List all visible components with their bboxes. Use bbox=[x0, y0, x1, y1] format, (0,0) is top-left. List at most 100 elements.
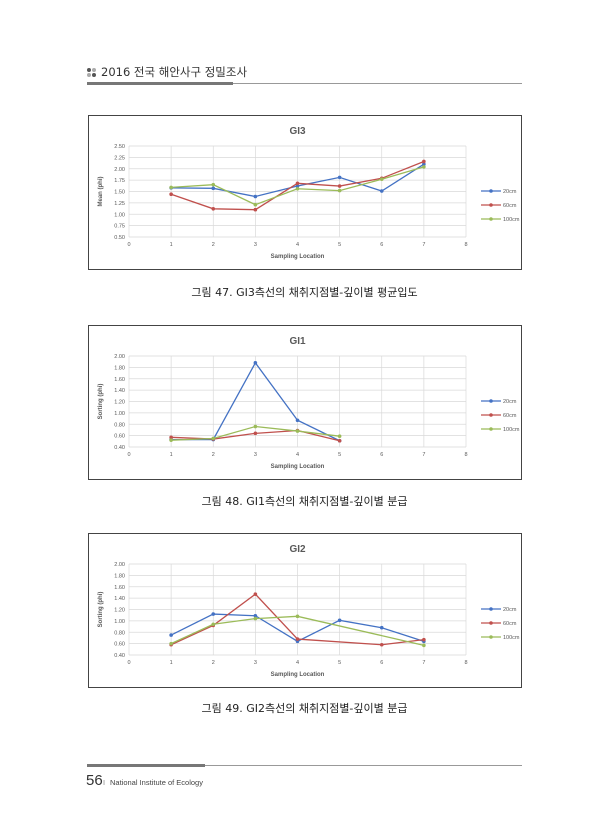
legend-label: 100cm bbox=[503, 217, 520, 223]
data-point-20cm bbox=[379, 189, 384, 193]
y-tick-label: 1.00 bbox=[114, 619, 125, 625]
x-tick-label: 7 bbox=[422, 242, 425, 248]
data-point-60cm bbox=[337, 438, 342, 443]
x-axis-label: Sampling Location bbox=[271, 672, 325, 678]
x-tick-label: 6 bbox=[380, 242, 383, 248]
legend-label: 100cm bbox=[503, 427, 520, 433]
legend-marker-100cm bbox=[489, 217, 493, 221]
y-tick-label: 2.00 bbox=[114, 562, 125, 568]
y-tick-label: 2.00 bbox=[114, 167, 125, 173]
y-tick-label: 0.80 bbox=[114, 422, 125, 428]
figure-caption-48: 그림 48. GI1측선의 채취지점별-깊이별 분급 bbox=[201, 495, 408, 508]
y-axis-label: Mean (phi) bbox=[98, 177, 104, 207]
y-tick-label: 0.50 bbox=[114, 235, 125, 241]
x-tick-label: 1 bbox=[170, 452, 173, 458]
x-tick-label: 0 bbox=[127, 242, 130, 248]
legend-marker-100cm bbox=[489, 635, 493, 639]
data-point-20cm bbox=[295, 418, 300, 423]
data-point-100cm bbox=[253, 616, 258, 621]
x-tick-label: 4 bbox=[296, 242, 299, 248]
header-rule bbox=[87, 83, 522, 84]
data-point-20cm bbox=[253, 361, 258, 365]
y-tick-label: 0.60 bbox=[114, 642, 125, 648]
header-title: 2016 전국 해안사구 정밀조사 bbox=[101, 65, 248, 79]
x-axis-label: Sampling Location bbox=[271, 254, 325, 260]
footer-separator: I bbox=[103, 779, 106, 787]
y-tick-label: 1.40 bbox=[114, 388, 125, 394]
data-point-100cm bbox=[169, 641, 173, 646]
data-point-100cm bbox=[253, 424, 258, 429]
x-tick-label: 2 bbox=[212, 660, 215, 666]
data-point-20cm bbox=[337, 618, 342, 623]
x-tick-label: 8 bbox=[464, 660, 467, 666]
data-point-60cm bbox=[379, 642, 384, 647]
x-tick-label: 2 bbox=[212, 242, 215, 248]
running-header: 2016 전국 해안사구 정밀조사 bbox=[87, 64, 247, 80]
chart-title: GI3 bbox=[289, 126, 306, 137]
data-point-60cm bbox=[169, 192, 173, 197]
legend-marker-60cm bbox=[489, 413, 493, 417]
x-tick-label: 0 bbox=[127, 452, 130, 458]
data-point-20cm bbox=[211, 186, 216, 191]
x-axis-label: Sampling Location bbox=[271, 464, 325, 470]
chart-title: GI1 bbox=[289, 336, 306, 347]
y-tick-label: 1.00 bbox=[114, 411, 125, 417]
y-tick-label: 1.80 bbox=[114, 573, 125, 579]
y-tick-label: 1.80 bbox=[114, 365, 125, 371]
legend-marker-20cm bbox=[489, 607, 493, 611]
data-point-20cm bbox=[337, 175, 342, 180]
y-tick-label: 1.00 bbox=[114, 212, 125, 218]
x-tick-label: 5 bbox=[338, 242, 341, 248]
x-tick-label: 8 bbox=[464, 452, 467, 458]
legend-marker-60cm bbox=[489, 621, 493, 625]
data-point-20cm bbox=[295, 184, 300, 188]
data-point-60cm bbox=[211, 206, 216, 211]
data-point-60cm bbox=[422, 159, 426, 164]
data-point-20cm bbox=[211, 612, 216, 616]
legend-label: 60cm bbox=[503, 203, 517, 209]
x-tick-label: 7 bbox=[422, 660, 425, 666]
x-tick-label: 1 bbox=[170, 660, 173, 666]
data-point-100cm bbox=[337, 188, 342, 193]
data-point-100cm bbox=[422, 165, 426, 169]
x-tick-label: 1 bbox=[170, 242, 173, 248]
data-point-20cm bbox=[379, 625, 384, 630]
data-point-20cm bbox=[253, 613, 258, 618]
x-tick-label: 3 bbox=[254, 242, 257, 248]
figure-caption-49: 그림 49. GI2측선의 채취지점별-깊이별 분급 bbox=[201, 702, 408, 715]
y-tick-label: 0.60 bbox=[114, 434, 125, 440]
data-point-20cm bbox=[169, 633, 173, 637]
data-point-60cm bbox=[169, 435, 173, 440]
data-point-100cm bbox=[295, 186, 300, 191]
y-tick-label: 1.20 bbox=[114, 608, 125, 614]
y-tick-label: 2.00 bbox=[114, 354, 125, 360]
y-tick-label: 1.25 bbox=[114, 201, 125, 207]
legend-marker-20cm bbox=[489, 189, 493, 193]
data-point-100cm bbox=[337, 434, 342, 438]
data-point-100cm bbox=[211, 622, 216, 627]
y-tick-label: 0.80 bbox=[114, 630, 125, 636]
x-tick-label: 3 bbox=[254, 660, 257, 666]
x-tick-label: 3 bbox=[254, 452, 257, 458]
legend-label: 60cm bbox=[503, 621, 517, 627]
y-tick-label: 1.60 bbox=[114, 585, 125, 591]
chart-title: GI2 bbox=[289, 544, 306, 555]
data-point-100cm bbox=[211, 182, 216, 187]
y-tick-label: 2.25 bbox=[114, 155, 125, 161]
y-tick-label: 0.40 bbox=[114, 445, 125, 451]
data-point-20cm bbox=[253, 194, 258, 199]
x-tick-label: 5 bbox=[338, 452, 341, 458]
data-point-60cm bbox=[253, 592, 258, 596]
data-point-60cm bbox=[337, 184, 342, 188]
data-point-100cm bbox=[253, 202, 258, 207]
x-tick-label: 6 bbox=[380, 660, 383, 666]
chart-gi3: GI3 0.50 0.75 1.00 1.25 1.50 1.75 2.00 2.25 2.50 0… bbox=[88, 115, 522, 270]
header-dots-icon bbox=[87, 67, 96, 77]
legend-marker-60cm bbox=[489, 203, 493, 207]
data-point-20cm bbox=[422, 162, 426, 166]
legend-label: 20cm bbox=[503, 189, 517, 195]
x-tick-label: 4 bbox=[296, 452, 299, 458]
y-axis-label: Sorting (phi) bbox=[98, 384, 104, 420]
y-tick-label: 1.20 bbox=[114, 400, 125, 406]
legend-label: 20cm bbox=[503, 607, 517, 613]
